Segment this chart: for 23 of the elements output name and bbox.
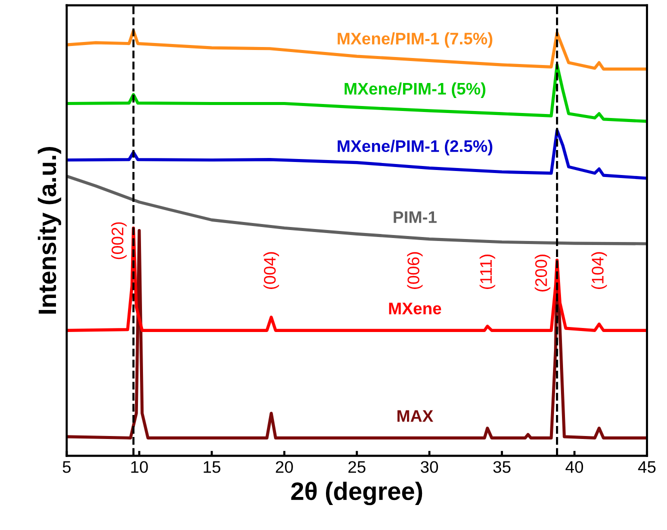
x-tick-label: 20	[276, 461, 293, 473]
series-label: MXene/PIM-1 (5%)	[344, 82, 486, 98]
x-tick-label: 30	[420, 461, 438, 473]
series-label: MXene/PIM-1 (7.5%)	[338, 32, 492, 48]
annotation: (004)	[263, 252, 280, 290]
x-axis-title: 2θ (degree)	[291, 482, 422, 506]
series-label: PIM-1	[394, 211, 437, 223]
x-tick-label: 45	[638, 461, 656, 473]
x-tick-label: 35	[493, 461, 510, 473]
x-tick-label: 40	[566, 461, 584, 473]
annotation: (111)	[480, 254, 496, 290]
annotation: (200)	[534, 254, 550, 292]
x-tick-label: 25	[348, 461, 366, 473]
x-tick-label: 10	[131, 461, 148, 473]
x-tick-label: 5	[62, 461, 71, 473]
x-tick-label: 15	[204, 461, 220, 473]
annotation: (104)	[591, 252, 607, 290]
series-label: MXene/PIM-1 (2.5%)	[338, 140, 492, 156]
annotation: (006)	[407, 252, 423, 290]
y-axis-title: Intensity (a.u.)	[38, 147, 62, 314]
series-label: MAX	[397, 410, 434, 422]
series-label: MXene	[389, 302, 442, 314]
annotation: (002)	[111, 222, 127, 260]
